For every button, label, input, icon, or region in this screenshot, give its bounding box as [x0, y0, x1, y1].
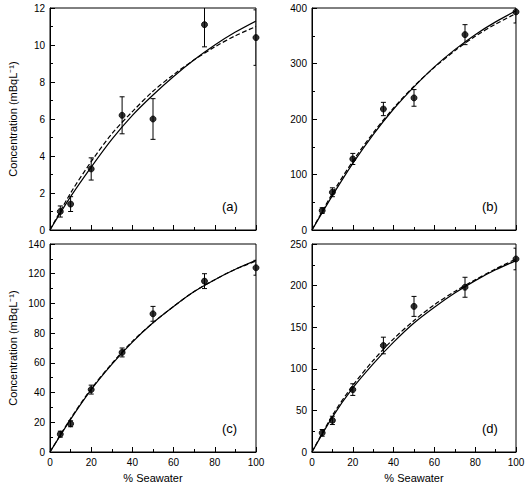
svg-text:0: 0: [39, 225, 45, 236]
svg-text:60: 60: [429, 457, 441, 468]
svg-text:0: 0: [301, 447, 307, 458]
svg-text:Concentration (mBqL⁻¹): Concentration (mBqL⁻¹): [7, 290, 19, 405]
svg-text:150: 150: [290, 322, 307, 333]
svg-text:140: 140: [28, 239, 45, 250]
svg-text:12: 12: [34, 3, 46, 14]
svg-text:50: 50: [296, 405, 308, 416]
svg-text:200: 200: [290, 114, 307, 125]
svg-text:6: 6: [39, 114, 45, 125]
svg-text:100: 100: [290, 169, 307, 180]
svg-text:20: 20: [34, 417, 46, 428]
svg-text:10: 10: [34, 40, 46, 51]
svg-text:20: 20: [347, 457, 359, 468]
svg-text:Concentration (mBqL⁻¹): Concentration (mBqL⁻¹): [7, 61, 19, 176]
svg-text:% Seawater: % Seawater: [384, 472, 444, 484]
svg-text:40: 40: [34, 387, 46, 398]
svg-text:(b): (b): [482, 199, 498, 214]
svg-text:% Seawater: % Seawater: [123, 472, 183, 484]
svg-text:100: 100: [248, 457, 265, 468]
svg-text:120: 120: [28, 268, 45, 279]
svg-text:20: 20: [86, 457, 98, 468]
svg-text:(a): (a): [222, 199, 238, 214]
svg-text:100: 100: [28, 298, 45, 309]
svg-text:60: 60: [168, 457, 180, 468]
svg-text:40: 40: [127, 457, 139, 468]
svg-text:80: 80: [470, 457, 482, 468]
svg-text:2: 2: [39, 188, 45, 199]
svg-text:40: 40: [388, 457, 400, 468]
svg-text:60: 60: [34, 357, 46, 368]
svg-text:0: 0: [39, 447, 45, 458]
svg-text:400: 400: [290, 3, 307, 14]
svg-text:(c): (c): [222, 421, 237, 436]
svg-text:0: 0: [47, 457, 53, 468]
svg-text:80: 80: [34, 328, 46, 339]
svg-text:200: 200: [290, 280, 307, 291]
svg-text:80: 80: [209, 457, 221, 468]
svg-text:(d): (d): [482, 421, 498, 436]
svg-text:8: 8: [39, 77, 45, 88]
svg-text:250: 250: [290, 239, 307, 250]
svg-text:100: 100: [290, 363, 307, 374]
svg-text:0: 0: [301, 225, 307, 236]
svg-text:100: 100: [508, 457, 525, 468]
svg-text:0: 0: [309, 457, 315, 468]
svg-text:4: 4: [39, 151, 45, 162]
svg-text:300: 300: [290, 58, 307, 69]
